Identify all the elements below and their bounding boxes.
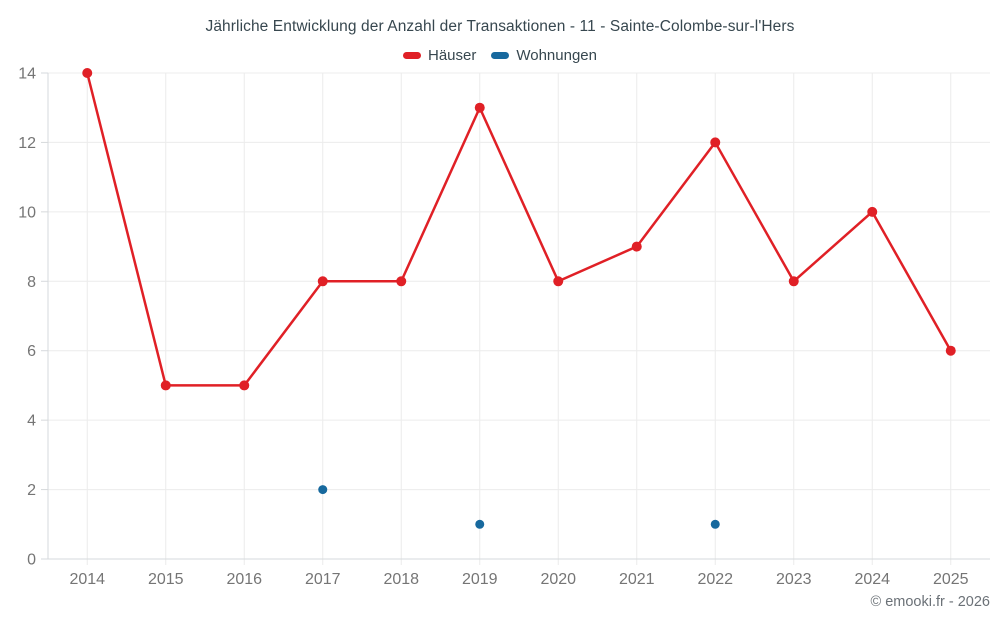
x-tick-label: 2019 <box>462 571 498 588</box>
legend-label-wohnungen: Wohnungen <box>516 47 597 64</box>
legend-swatch-haeuser <box>403 52 421 59</box>
data-point-1 <box>710 519 720 529</box>
series-line-0 <box>86 71 952 387</box>
y-tick-label: 2 <box>27 482 36 499</box>
x-tick-label: 2014 <box>69 571 105 588</box>
x-tick-label: 2015 <box>148 571 184 588</box>
x-tick-label: 2017 <box>305 571 341 588</box>
x-tick-label: 2022 <box>697 571 733 588</box>
y-tick-label: 0 <box>27 552 36 569</box>
data-point-0 <box>788 276 799 287</box>
data-point-0 <box>160 380 171 391</box>
y-tick-label: 14 <box>18 66 36 83</box>
data-point-0 <box>82 68 93 78</box>
data-point-0 <box>867 206 878 217</box>
x-tick-label: 2020 <box>540 571 576 588</box>
y-tick-label: 4 <box>27 413 36 430</box>
x-tick-label: 2024 <box>854 571 890 588</box>
y-tick-label: 8 <box>27 274 36 291</box>
data-point-0 <box>239 380 250 391</box>
x-tick-label: 2018 <box>383 571 419 588</box>
legend-label-haeuser: Häuser <box>428 47 477 64</box>
data-point-0 <box>631 241 642 252</box>
x-tick-label: 2023 <box>776 571 812 588</box>
data-point-1 <box>318 485 328 495</box>
data-point-0 <box>317 276 328 287</box>
x-tick-label: 2021 <box>619 571 655 588</box>
legend-swatch-wohnungen <box>491 52 510 59</box>
data-point-0 <box>474 102 485 113</box>
y-tick-label: 12 <box>18 135 36 152</box>
legend: Häuser Wohnungen <box>0 47 1000 64</box>
copyright-text: © emooki.fr - 2026 <box>870 594 990 610</box>
chart-svg: 0 2 4 6 8 10 12 14 2014 2015 2016 2017 2018 2019 2020 2… <box>18 66 990 588</box>
data-point-0 <box>553 276 564 287</box>
legend-item-haeuser[interactable]: Häuser <box>403 47 476 64</box>
legend-item-wohnungen[interactable]: Wohnungen <box>491 47 597 64</box>
x-tick-label: 2025 <box>933 571 969 588</box>
y-tick-label: 6 <box>27 343 36 360</box>
data-point-0 <box>710 137 721 148</box>
data-point-1 <box>475 519 485 529</box>
x-tick-label: 2016 <box>226 571 262 588</box>
data-point-0 <box>396 276 407 287</box>
chart-title: Jährliche Entwicklung der Anzahl der Tra… <box>205 18 795 35</box>
y-tick-label: 10 <box>18 204 36 221</box>
data-point-0 <box>945 345 956 356</box>
